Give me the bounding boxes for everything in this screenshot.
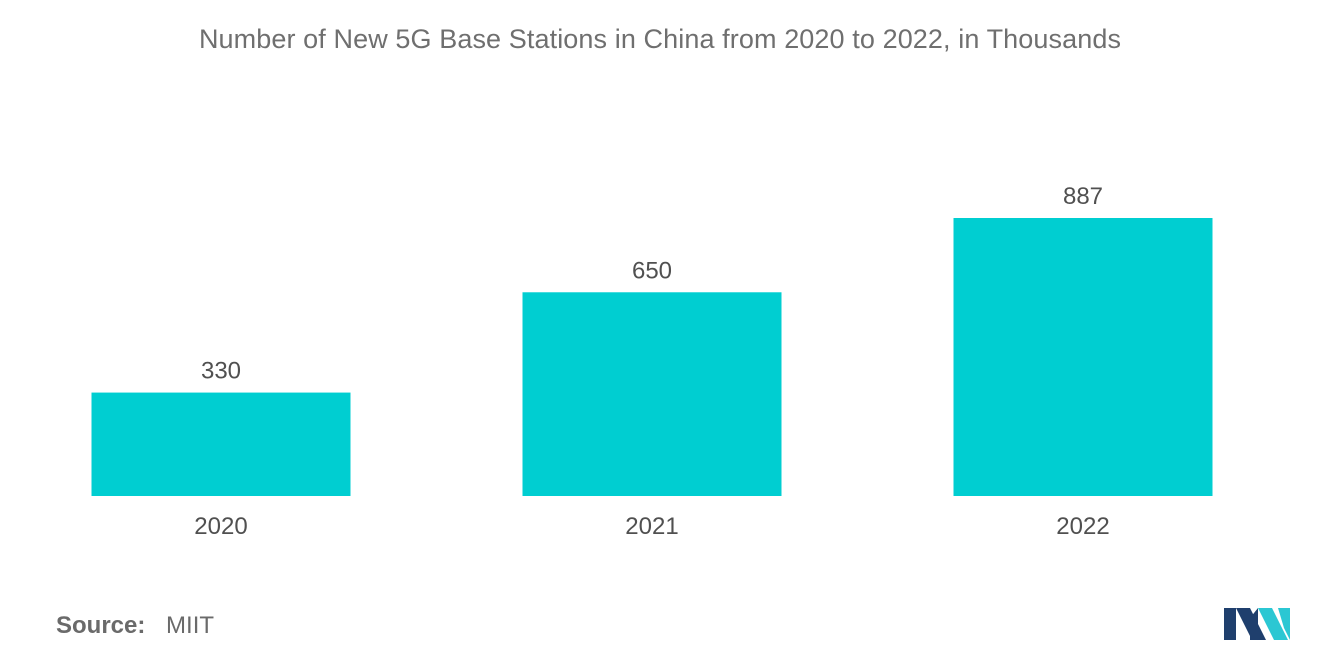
bar-2020 (91, 392, 351, 496)
x-tick-label-2021: 2021 (625, 513, 678, 540)
data-label-2022: 887 (1063, 183, 1103, 210)
logo-shape (1224, 608, 1236, 640)
chart-title: Number of New 5G Base Stations in China … (198, 24, 1122, 54)
source-value: MIIT (166, 612, 215, 639)
source-note: Source: MIIT (56, 612, 214, 640)
x-tick-label-2020: 2020 (194, 513, 247, 540)
labels-layer: 330 2020 650 2021 887 2022 (194, 183, 1109, 540)
data-label-2021: 650 (632, 257, 672, 284)
logo-shape (1258, 608, 1288, 640)
data-label-2020: 330 (201, 358, 241, 385)
mordor-intelligence-logo-icon (1224, 608, 1290, 640)
bars-layer (91, 218, 1213, 496)
bar-2022 (953, 218, 1213, 496)
bar-2021 (522, 292, 782, 496)
logo-shape (1250, 608, 1258, 640)
source-label: Source: (56, 612, 146, 639)
x-tick-label-2022: 2022 (1056, 513, 1109, 540)
logo-shape (1278, 608, 1290, 640)
